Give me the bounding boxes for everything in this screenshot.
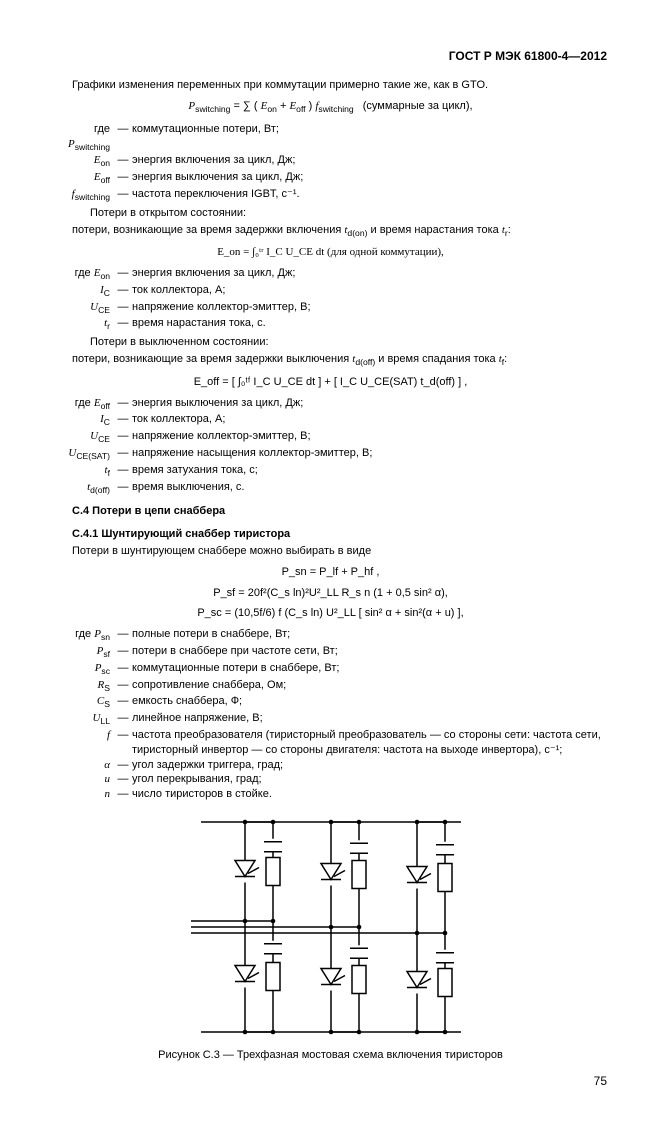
on-state-heading: Потери в открытом состоянии: [54,206,607,221]
equation-eoff: E_off = [ ∫₀ᵗᶠ I_C U_CE dt ] + [ I_C U_C… [54,375,607,390]
figure-caption: Рисунок С.3 — Трехфазная мостовая схема … [54,1048,607,1063]
off-state-desc: потери, возникающие за время задержки вы… [54,352,607,369]
equation-psf: P_sf = 20f²(C_s ln)²U²_LL R_s n (1 + 0,5… [54,586,607,601]
equation-pswitching: Pswitching = ∑ ( Eon + Eoff ) fswitching… [54,99,607,116]
off-state-heading: Потери в выключенном состоянии: [54,335,607,350]
equation-psn: P_sn = P_lf + P_hf , [54,565,607,580]
c41-intro: Потери в шунтирующем снаббере можно выби… [54,544,607,559]
intro-paragraph: Графики изменения переменных при коммута… [54,78,607,93]
where-block-2: где Eon—энергия включения за цикл, Дж;IC… [54,266,607,333]
where-block-4: где Psn—полные потери в снаббере, Вт;Psf… [54,627,607,802]
section-c41: С.4.1 Шунтирующий снаббер тиристора [54,527,607,542]
where-block-1: где Pswitching—коммутационные потери, Вт… [54,122,607,204]
document-header: ГОСТ Р МЭК 61800-4—2012 [54,48,607,64]
where-block-3: где Eoff—энергия выключения за цикл, Дж;… [54,396,607,497]
on-state-desc: потери, возникающие за время задержки вк… [54,223,607,240]
equation-eon: E_on = ∫₀ᵗʳ I_C U_CE dt (для одной комму… [54,245,607,260]
circuit-diagram [191,812,471,1042]
page-number: 75 [54,1073,607,1089]
figure-c3 [54,812,607,1042]
section-c4: С.4 Потери в цепи снаббера [54,504,607,519]
equation-psc: P_sc = (10,5f/6) f (C_s ln) U²_LL [ sin²… [54,606,607,621]
